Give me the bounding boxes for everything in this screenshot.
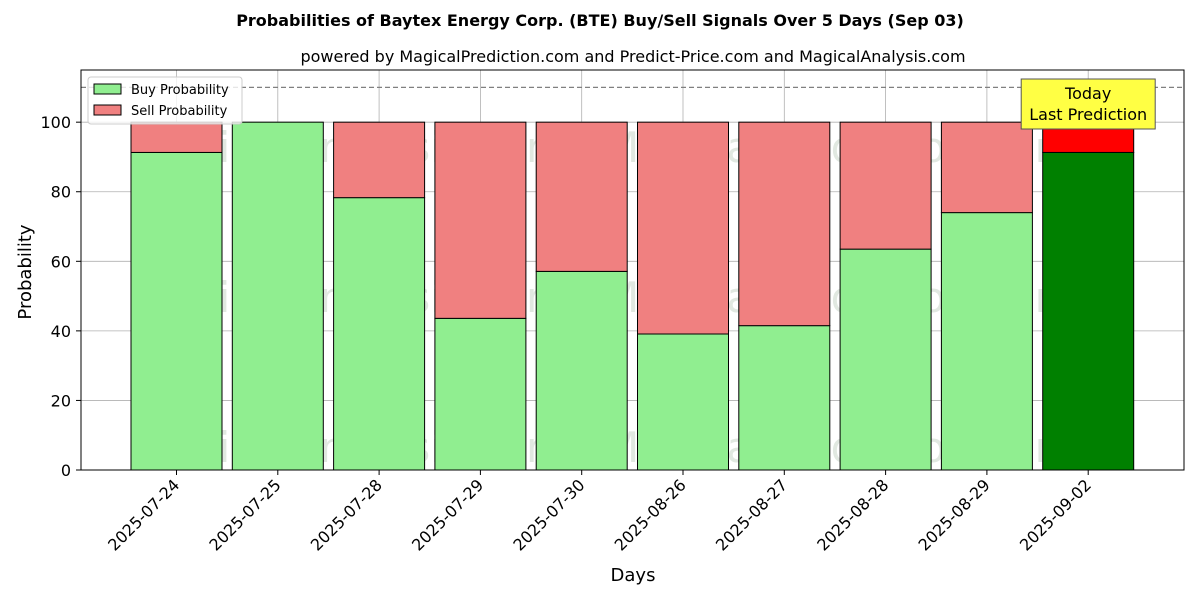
y-axis-label: Probability: [15, 224, 36, 319]
y-tick-label: 40: [51, 322, 71, 341]
chart-subtitle: powered by MagicalPrediction.com and Pre…: [300, 47, 965, 66]
bar-buy-2025-08-29: [940, 212, 1033, 471]
bar-buy-2025-07-29: [434, 317, 527, 471]
bar-sell-2025-08-26: [637, 121, 729, 335]
bar-buy-2025-09-02: [1042, 151, 1135, 471]
x-tick-label: 2025-08-29: [915, 475, 994, 554]
bar-sell-2025-08-27: [738, 121, 831, 327]
annotation-line: Today: [1064, 84, 1111, 103]
x-ticks: 2025-07-24 2025-07-25 2025-07-28 2025-07-29…: [104, 470, 1095, 555]
bar-buy-2025-08-28: [839, 248, 932, 471]
y-tick-label: 20: [51, 391, 71, 410]
x-tick-label: 2025-07-30: [509, 475, 588, 554]
bar-buy-2025-07-28: [333, 197, 426, 471]
y-tick-label: 100: [40, 113, 71, 132]
bar-sell-2025-08-29: [940, 121, 1033, 214]
legend-label: Buy Probability: [131, 83, 229, 98]
annotation-line: Last Prediction: [1029, 105, 1147, 124]
y-tick-label: 80: [51, 183, 71, 202]
bar-buy-2025-08-27: [738, 325, 831, 471]
y-tick-label: 0: [61, 461, 71, 480]
legend: Buy Probability Sell Probability: [87, 76, 243, 125]
bar-sell-2025-07-28: [333, 121, 426, 199]
x-tick-label: 2025-08-27: [712, 475, 791, 554]
x-tick-label: 2025-07-25: [205, 475, 284, 554]
x-tick-label: 2025-09-02: [1016, 475, 1095, 554]
annotation-box: [1020, 78, 1156, 130]
today-annotation: Today Last Prediction: [1020, 78, 1156, 130]
bar-buy-2025-07-24: [130, 151, 223, 471]
x-tick-label: 2025-07-24: [104, 475, 183, 554]
bar-sell-2025-07-24: [130, 121, 223, 153]
bar-buy-2025-08-26: [637, 333, 729, 471]
legend-box: [87, 76, 243, 125]
bar-buy-2025-07-25: [231, 121, 324, 471]
x-tick-label: 2025-07-28: [307, 475, 386, 554]
legend-label: Sell Probability: [131, 104, 228, 119]
bar-sell-2025-07-30: [535, 121, 628, 272]
x-tick-label: 2025-08-28: [813, 475, 892, 554]
y-ticks: 0 20 40 60 80 100: [40, 113, 81, 480]
legend-swatch: [93, 83, 122, 95]
bar-sell-2025-08-28: [839, 121, 932, 250]
bars: [130, 121, 1135, 471]
bar-sell-2025-07-29: [434, 121, 527, 319]
legend-swatch: [93, 104, 122, 116]
x-tick-label: 2025-08-26: [611, 475, 690, 554]
y-tick-label: 60: [51, 252, 71, 271]
x-axis-label: Days: [611, 565, 656, 586]
chart-title: Probabilities of Baytex Energy Corp. (BT…: [236, 11, 964, 30]
plot-frame: [80, 69, 1185, 471]
bar-buy-2025-07-30: [535, 270, 628, 471]
x-tick-label: 2025-07-29: [408, 475, 487, 554]
